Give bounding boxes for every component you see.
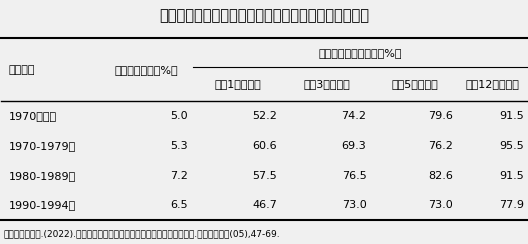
Text: 46.7: 46.7 — [252, 200, 277, 210]
Text: 1980-1989年: 1980-1989年 — [8, 171, 76, 181]
Text: 5.0: 5.0 — [170, 111, 187, 121]
Text: 婚前生育后结婚比例（%）: 婚前生育后结婚比例（%） — [318, 48, 402, 58]
Text: 76.5: 76.5 — [342, 171, 366, 181]
Text: 图表来源：於嘉.(2022).何以为家：第二次人口转变下中国人的婚姻与生育.妇女研究论丛(05),47-69.: 图表来源：於嘉.(2022).何以为家：第二次人口转变下中国人的婚姻与生育.妇女… — [3, 229, 280, 238]
Text: 生育12年内结婚: 生育12年内结婚 — [466, 79, 520, 89]
Text: 77.9: 77.9 — [499, 200, 524, 210]
Text: 74.2: 74.2 — [342, 111, 366, 121]
Text: 1970年以前: 1970年以前 — [8, 111, 56, 121]
Text: 60.6: 60.6 — [252, 141, 277, 151]
Text: 91.5: 91.5 — [499, 171, 524, 181]
Text: 出生队列: 出生队列 — [8, 65, 35, 75]
Text: 52.2: 52.2 — [252, 111, 277, 121]
Text: 91.5: 91.5 — [499, 111, 524, 121]
Text: 5.3: 5.3 — [170, 141, 187, 151]
Text: 7.2: 7.2 — [169, 171, 187, 181]
Text: 79.6: 79.6 — [428, 111, 454, 121]
Text: 6.5: 6.5 — [170, 200, 187, 210]
Text: 73.0: 73.0 — [342, 200, 366, 210]
Text: 69.3: 69.3 — [342, 141, 366, 151]
Text: 95.5: 95.5 — [499, 141, 524, 151]
Text: 73.0: 73.0 — [429, 200, 454, 210]
Text: 1970-1979年: 1970-1979年 — [8, 141, 76, 151]
Text: 76.2: 76.2 — [428, 141, 454, 151]
Text: 婚前生育比例（%）: 婚前生育比例（%） — [115, 65, 178, 75]
Text: 生育1年内结婚: 生育1年内结婚 — [214, 79, 261, 89]
Text: 1990-1994年: 1990-1994年 — [8, 200, 76, 210]
Text: 生育3年内结婚: 生育3年内结婚 — [304, 79, 351, 89]
Text: 82.6: 82.6 — [428, 171, 454, 181]
Text: 不同出生队列已育女性婚前生育比例和生育后结婚比例: 不同出生队列已育女性婚前生育比例和生育后结婚比例 — [159, 8, 369, 23]
Text: 57.5: 57.5 — [252, 171, 277, 181]
Text: 生育5年内结婚: 生育5年内结婚 — [392, 79, 439, 89]
